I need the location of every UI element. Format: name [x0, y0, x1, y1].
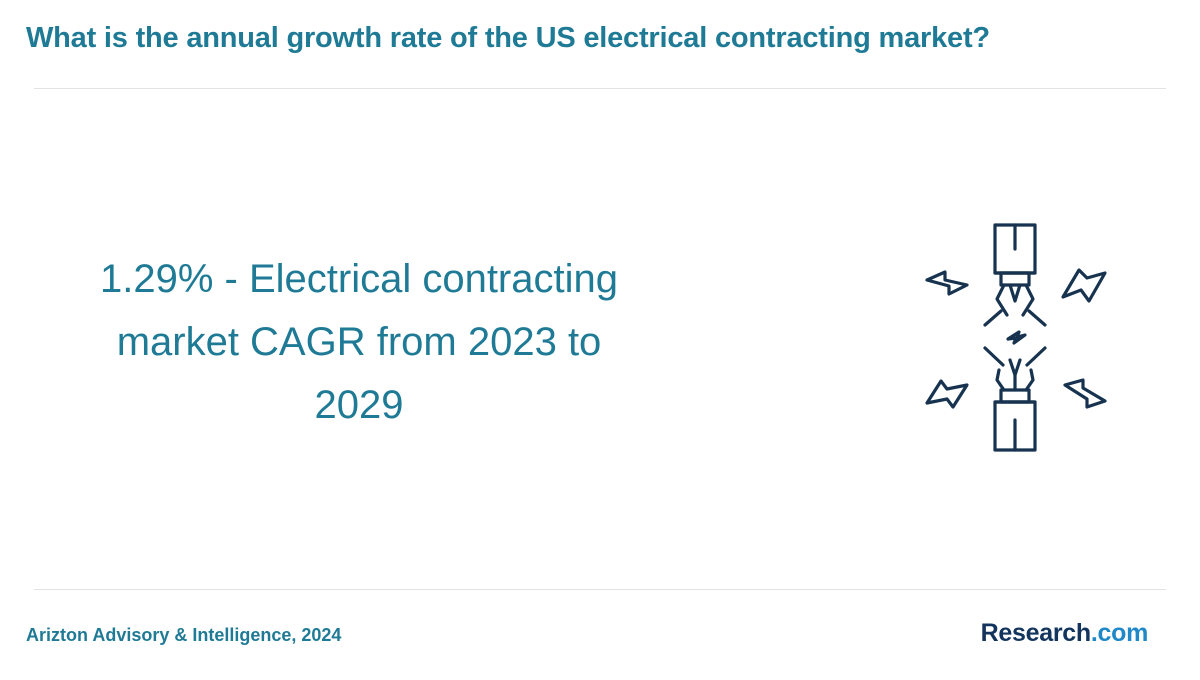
- top-divider: [34, 88, 1166, 89]
- broken-cable-spark-icon: [925, 223, 1107, 452]
- source-citation: Arizton Advisory & Intelligence, 2024: [26, 625, 342, 645]
- bottom-divider: [34, 589, 1166, 590]
- growth-rate-statement: 1.29% - Electrical contracting market CA…: [99, 257, 618, 427]
- page-title: What is the annual growth rate of the US…: [26, 22, 990, 54]
- brand-logo-main: Research: [980, 619, 1091, 647]
- brand-logo: Research.com: [980, 619, 1149, 648]
- brand-logo-tld: .com: [1090, 619, 1148, 647]
